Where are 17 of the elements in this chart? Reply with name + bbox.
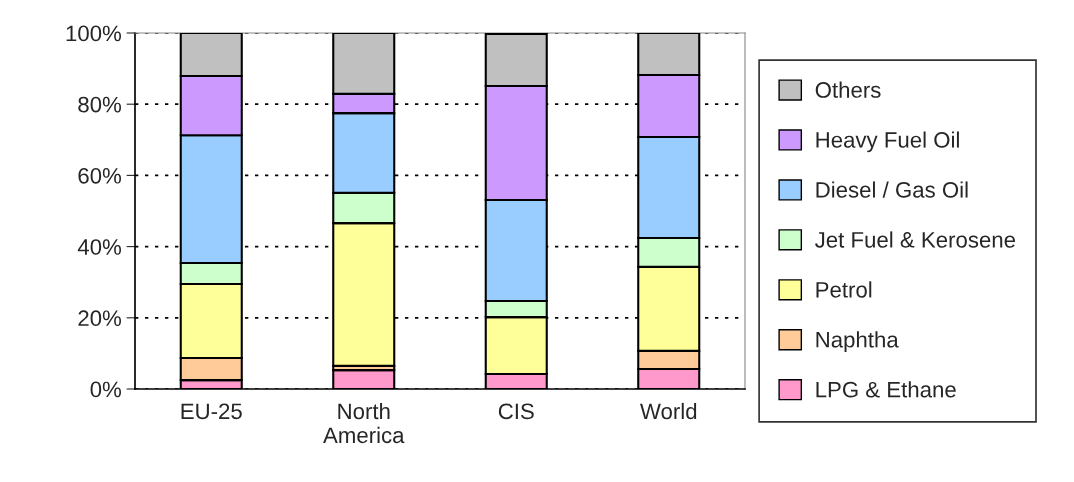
legend-label: Others (815, 81, 881, 98)
y-tick-label: 60% (78, 167, 122, 184)
legend-label: Jet Fuel & Kerosene (815, 231, 1016, 248)
legend-label: Petrol (816, 281, 872, 298)
legend-label: Diesel / Gas Oil (816, 181, 968, 198)
y-tick-label: 20% (78, 310, 122, 327)
y-tick-label: 80% (78, 96, 122, 113)
y-tick-label: 40% (77, 239, 122, 255)
x-tick-label: EU-25 (181, 403, 242, 420)
x-tick-label: World (640, 402, 697, 420)
legend-label: Naphtha (816, 331, 899, 352)
x-tick-label: North America (323, 402, 405, 444)
legend-label: Heavy Fuel Oil (816, 131, 959, 153)
y-tick-label: 0% (90, 381, 122, 398)
y-tick-label: 100% (66, 25, 122, 42)
x-tick-label: CIS (498, 403, 534, 420)
legend-label: LPG & Ethane (816, 381, 956, 398)
